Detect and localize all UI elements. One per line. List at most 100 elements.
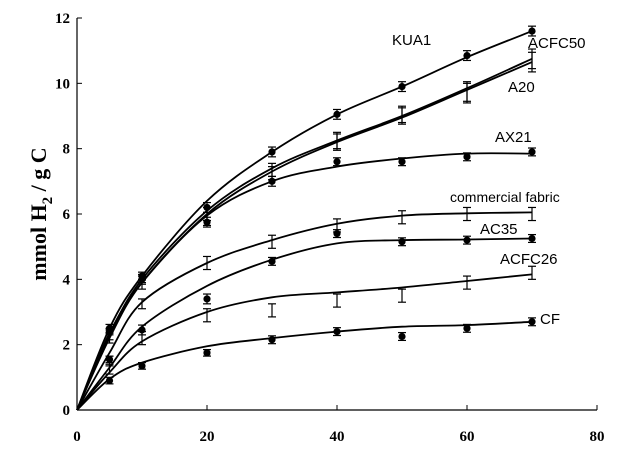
data-point-commercial-fabric <box>463 206 471 222</box>
data-point-commercial-fabric <box>268 234 276 249</box>
y-ticks: 0 2 4 6 8 10 12 <box>55 11 82 419</box>
point-marker <box>138 275 146 283</box>
data-point-commercial-fabric <box>138 298 146 310</box>
series-label-acfc50: ACFC50 <box>528 35 586 52</box>
point-marker <box>333 328 341 336</box>
series-curve-acfc26 <box>76 273 533 411</box>
y-tick-label: 4 <box>63 272 71 288</box>
y-tick-label: 8 <box>63 142 71 158</box>
y-tick-label: 0 <box>63 403 71 419</box>
y-tick-label: 12 <box>55 11 70 27</box>
series-curve-acfc50 <box>76 57 533 411</box>
point-marker <box>398 158 406 166</box>
data-point-kua1 <box>268 146 276 158</box>
series-label-ax21: AX21 <box>495 129 532 146</box>
point-marker <box>203 349 211 357</box>
data-point-kua1 <box>333 108 341 120</box>
series-label-commercial-fabric: commercial fabric <box>450 189 560 205</box>
point-marker <box>333 110 341 118</box>
data-point-acfc26 <box>333 293 341 308</box>
data-point-commercial-fabric <box>528 206 536 222</box>
axes <box>76 18 597 411</box>
data-point-acfc26 <box>398 288 406 303</box>
x-ticks: 0 20 40 60 80 <box>73 405 605 445</box>
data-point-kua1 <box>528 25 536 37</box>
point-marker <box>203 218 211 226</box>
point-marker <box>528 318 536 326</box>
point-marker <box>463 153 471 161</box>
point-marker <box>463 51 471 60</box>
data-point-ac35 <box>268 256 276 266</box>
point-marker <box>333 158 341 166</box>
data-point-ax21 <box>333 157 341 167</box>
data-point-cf <box>398 331 406 342</box>
x-tick-label: 40 <box>330 429 345 445</box>
series-label-cf: CF <box>540 311 560 328</box>
data-point-acfc26 <box>463 275 471 290</box>
data-point-ac35 <box>333 229 341 239</box>
series-curve-commercial-fabric <box>76 211 533 411</box>
data-point-cf <box>138 362 146 370</box>
data-point-ax21 <box>398 157 406 167</box>
data-point-ax21 <box>528 147 536 157</box>
data-point-ac35 <box>105 355 114 364</box>
point-marker <box>268 257 276 265</box>
y-axis-label: mmol H2 / g C <box>26 147 56 280</box>
point-marker <box>138 362 146 370</box>
data-point-ax21 <box>463 152 471 162</box>
series-label-a20: A20 <box>508 79 535 96</box>
data-point-commercial-fabric <box>398 210 406 225</box>
data-point-acfc26 <box>203 308 211 323</box>
x-tick-label: 20 <box>200 429 215 445</box>
data-point-a20 <box>333 133 341 151</box>
data-point-cf <box>528 317 536 327</box>
data-point-acfc26 <box>528 265 536 280</box>
data-point-cf <box>333 327 341 337</box>
series-label-ac35: AC35 <box>480 221 518 238</box>
data-point-kua1 <box>463 50 471 62</box>
point-marker <box>333 230 341 238</box>
point-marker <box>398 238 406 246</box>
data-point-ax21 <box>105 327 114 336</box>
data-point-ax21 <box>268 175 276 187</box>
point-marker <box>528 148 536 156</box>
point-marker <box>105 355 114 363</box>
data-point-a20 <box>528 51 536 73</box>
y-tick-label: 2 <box>63 338 71 354</box>
data-point-kua1 <box>398 81 406 93</box>
point-marker <box>268 148 276 156</box>
data-point-ax21 <box>138 275 146 284</box>
y-tick-label: 6 <box>63 207 71 223</box>
point-marker <box>268 336 276 344</box>
point-marker <box>398 83 406 91</box>
point-marker <box>398 332 406 341</box>
data-point-commercial-fabric <box>203 255 211 271</box>
series-label-kua1: KUA1 <box>392 32 431 49</box>
data-point-ax21 <box>203 216 211 228</box>
data-points <box>105 25 536 385</box>
x-tick-label: 60 <box>460 429 475 445</box>
x-tick-label: 0 <box>73 429 81 445</box>
data-point-cf <box>463 323 471 333</box>
data-point-acfc26 <box>138 331 146 346</box>
point-marker <box>463 236 471 244</box>
point-marker <box>528 234 536 243</box>
data-point-cf <box>203 348 211 357</box>
point-marker <box>203 295 211 303</box>
x-tick-label: 80 <box>590 429 605 445</box>
series-label-acfc26: ACFC26 <box>500 251 558 268</box>
data-point-cf <box>268 335 276 345</box>
data-point-acfc26 <box>105 363 114 375</box>
data-point-a20 <box>398 107 406 125</box>
data-point-ac35 <box>398 237 406 247</box>
data-point-cf <box>105 376 114 385</box>
data-point-acfc26 <box>268 303 276 318</box>
point-marker <box>528 27 536 35</box>
point-marker <box>268 177 276 185</box>
data-point-ac35 <box>528 233 536 244</box>
y-tick-label: 10 <box>55 76 70 92</box>
data-point-ac35 <box>203 293 211 305</box>
point-marker <box>105 328 114 336</box>
point-marker <box>105 377 114 385</box>
